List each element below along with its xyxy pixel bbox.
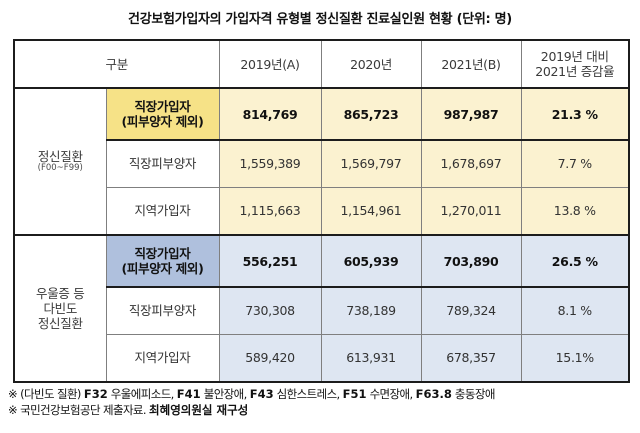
type-line: 지역가입자 [134,350,191,366]
cell-2020: 865,723 [320,87,422,141]
cell-2020: 605,939 [320,234,422,288]
footnote-source: ※ 국민건강보험공단 제출자료. 최혜영의원실 재구성 [8,402,636,418]
header-2020: 2020년 [320,39,422,89]
type-line: 지역가입자 [134,203,191,219]
row-type-label: 직장피부양자 [105,139,220,188]
data-table: 구분 2019년(A) 2020년 2021년(B) 2019년 대비 2021… [13,39,630,383]
cell-2021: 1,270,011 [420,186,522,236]
table-row-depression-employee: 우울증 등 다빈도 정신질환 직장가입자 (피부양자 제외) 556,251 6… [13,234,630,383]
cell-change: 21.3 % [520,87,630,141]
cell-2020: 1,154,961 [320,186,422,236]
row-type-label: 지역가입자 [105,333,220,383]
cell-2019: 556,251 [218,234,322,288]
cell-2019: 730,308 [218,286,322,335]
footnote-text: ※ 국민건강보험공단 제출자료. [8,403,150,417]
row-type-label: 직장가입자 (피부양자 제외) [105,87,220,141]
cell-change: 26.5 % [520,234,630,288]
header-2019: 2019년(A) [218,39,322,89]
footnote-code-f43: F43 [249,387,274,401]
cell-change: 8.1 % [520,286,630,335]
group-label-line: 정신질환 [37,316,83,331]
table-row-depression-regional: 지역가입자 589,420 613,931 678,357 15.1% [14,333,630,383]
cell-change: 7.7 % [520,139,630,188]
cell-2021: 678,357 [420,333,522,383]
footnote-code-f41: F41 [176,387,201,401]
type-line: 직장피부양자 [128,156,197,172]
footnote-code-f51: F51 [342,387,367,401]
table-row-mental-regional: 지역가입자 1,115,663 1,154,961 1,270,011 13.8… [14,186,630,236]
type-line: 직장가입자 [134,99,191,114]
footnote-text: ※ (다빈도 질환) [8,387,84,401]
cell-2019: 589,420 [218,333,322,383]
cell-change: 13.8 % [520,186,630,236]
cell-2020: 738,189 [320,286,422,335]
cell-2019: 814,769 [218,87,322,141]
cell-2021: 789,324 [420,286,522,335]
cell-2020: 1,569,797 [320,139,422,188]
table-row-depression-dependent: 직장피부양자 730,308 738,189 789,324 8.1 % [14,286,630,335]
header-2021: 2021년(B) [420,39,522,89]
group-label-code: (F00~F99) [37,163,83,174]
group-label-mental-illness: 정신질환 (F00~F99) [13,87,107,236]
footnote-text: 수면장애, [366,387,416,401]
cell-change: 15.1% [520,333,630,383]
header-change-line1: 2019년 대비 [540,49,609,64]
footnote-disease-codes: ※ (다빈도 질환) F32 우울에피소드, F41 불안장애, F43 심한스… [8,386,636,402]
cell-2021: 987,987 [420,87,522,141]
row-type-label: 지역가입자 [105,186,220,236]
cell-2021: 1,678,697 [420,139,522,188]
table-row-mental-employee: 정신질환 (F00~F99) 직장가입자 (피부양자 제외) 814,769 8… [13,87,630,236]
footnotes: ※ (다빈도 질환) F32 우울에피소드, F41 불안장애, F43 심한스… [8,386,636,418]
row-type-label: 직장피부양자 [105,286,220,335]
footnote-code-f32: F32 [83,387,108,401]
footnote-text: 충동장애 [451,387,496,401]
footnote-source-bold: 최혜영의원실 재구성 [149,403,249,417]
group-label-line: 다빈도 [43,301,78,316]
header-change-line2: 2021년 증감율 [535,64,615,79]
group-label-line: 정신질환 [37,149,83,165]
cell-2020: 613,931 [320,333,422,383]
type-line: (피부양자 제외) [121,114,204,129]
cell-2019: 1,559,389 [218,139,322,188]
group-label-line: 우울증 등 [36,286,85,301]
footnote-code-f638: F63.8 [415,387,452,401]
type-line: 직장가입자 [134,246,191,261]
type-line: (피부양자 제외) [121,261,204,276]
table-row-mental-dependent: 직장피부양자 1,559,389 1,569,797 1,678,697 7.7… [14,139,630,188]
footnote-text: 우울에피소드, [107,387,177,401]
footnote-text: 심한스트레스, [273,387,343,401]
type-line: 직장피부양자 [128,303,197,319]
table-header-row: 구분 2019년(A) 2020년 2021년(B) 2019년 대비 2021… [13,39,630,89]
cell-2019: 1,115,663 [218,186,322,236]
header-gubun: 구분 [13,39,220,89]
footnote-text: 불안장애, [200,387,250,401]
header-change-rate: 2019년 대비 2021년 증감율 [520,39,630,89]
row-type-label: 직장가입자 (피부양자 제외) [105,234,220,288]
group-label-depression: 우울증 등 다빈도 정신질환 [13,234,107,383]
page-title: 건강보험가입자의 가입자격 유형별 정신질환 진료실인원 현황 (단위: 명) [128,12,512,27]
cell-2021: 703,890 [420,234,522,288]
